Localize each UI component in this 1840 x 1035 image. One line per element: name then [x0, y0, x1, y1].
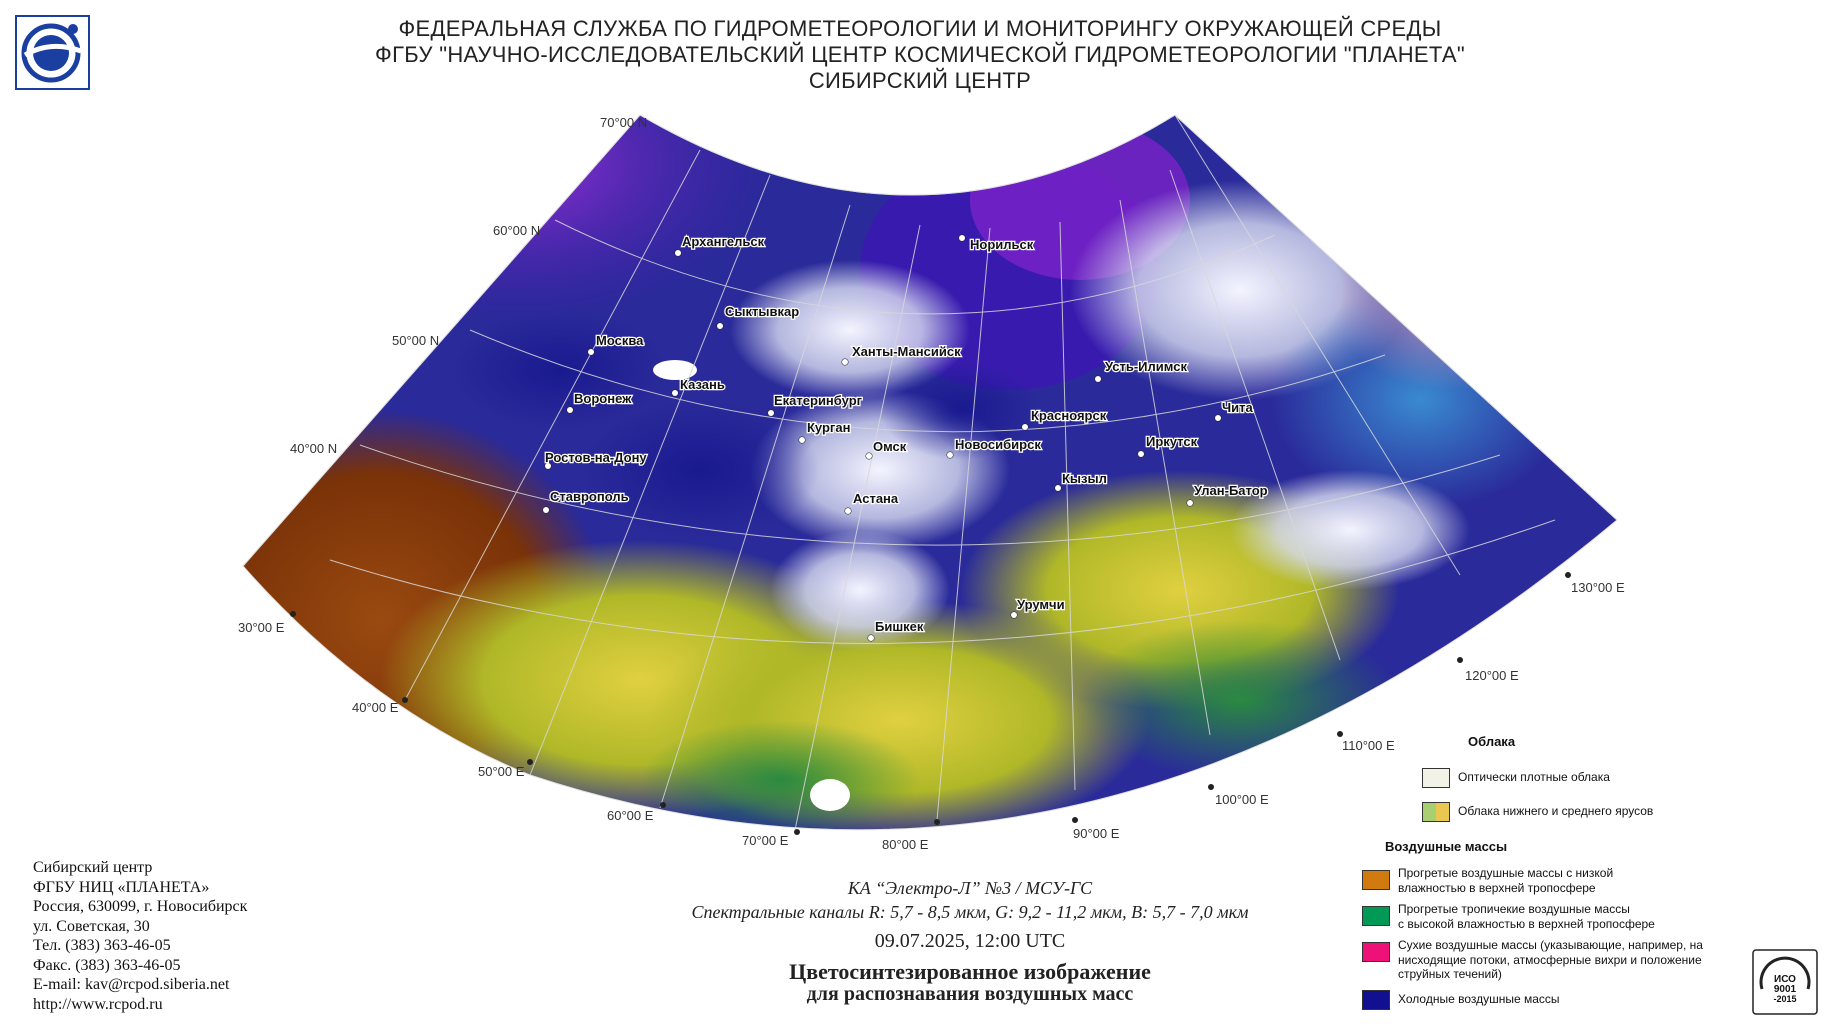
legend-clouds-title-text: Облака — [1468, 734, 1516, 749]
legend-label-dry-air-1: Сухие воздушные массы (указывающие, напр… — [1398, 938, 1703, 952]
caption-datetime: 09.07.2025, 12:00 UTC — [874, 930, 1066, 952]
lon-label-80: 80°00 E — [882, 837, 929, 852]
legend-label-low-clouds: Облака нижнего и среднего ярусов — [1458, 804, 1654, 818]
swatch-low-clouds — [1422, 802, 1450, 822]
city-kurgan: Курган — [807, 420, 850, 435]
legend-row-cold-air: Холодные воздушные массы — [1362, 990, 1560, 1010]
legend-label-dry-air: Сухие воздушные массы (указывающие, напр… — [1398, 938, 1703, 982]
swatch-warm-dry — [1362, 870, 1390, 890]
contact-email[interactable]: E-mail: kav@rcpod.siberia.net — [33, 976, 230, 993]
legend-row-low-clouds: Облака нижнего и среднего ярусов — [1422, 802, 1653, 822]
city-labels: Архангельск Норильск Сыктывкар Москва Ха… — [542, 233, 1269, 642]
longitude-labels: 30°00 E 40°00 E 50°00 E 60°00 E 70°00 E … — [238, 572, 1625, 852]
caption-channels: Спектральные каналы R: 5,7 - 8,5 мкм, G:… — [691, 902, 1249, 922]
city-ust-ilimsk: Усть-Илимск — [1105, 359, 1187, 374]
legend-row-tropical: Прогретые тропичекие воздушные массы с в… — [1362, 902, 1655, 931]
caption-title-2: для распознавания воздушных масс — [806, 983, 1134, 1005]
lon-label-90: 90°00 E — [1073, 826, 1120, 841]
legend-row-warm-dry: Прогретые воздушные массы с низкой влажн… — [1362, 866, 1613, 895]
legend-label-tropical-2: с высокой влажностью в верхней тропосфер… — [1398, 916, 1655, 931]
latitude-labels: 70°00 N 60°00 N 50°00 N 40°00 N — [290, 115, 647, 456]
satellite-imagery — [243, 115, 1617, 830]
iso-certificate-icon: ИСО 9001 -2015 — [1752, 949, 1818, 1015]
caption-title-1: Цветосинтезированное изображение — [789, 959, 1151, 984]
swatch-dry-air — [1362, 942, 1390, 962]
city-syktyvkar: Сыктывкар — [725, 304, 799, 319]
city-arkhangelsk: Архангельск — [682, 234, 765, 249]
legend-label-cold-air: Холодные воздушные массы — [1398, 992, 1560, 1006]
lon-label-110: 110°00 E — [1342, 738, 1395, 753]
lon-label-100: 100°00 E — [1215, 792, 1269, 807]
legend-label-warm-dry-1: Прогретые воздушные массы с низкой — [1398, 866, 1614, 880]
city-moskva: Москва — [596, 333, 644, 348]
city-chita: Чита — [1222, 400, 1253, 415]
lon-label-120: 120°00 E — [1465, 668, 1519, 683]
header-line-3: СИБИРСКИЙ ЦЕНТР — [808, 68, 1032, 93]
legend-label-dry-air-2: нисходящие потоки, атмосферные вихри и п… — [1398, 952, 1702, 967]
lon-label-70: 70°00 E — [742, 833, 789, 848]
city-khanty-mansiysk: Ханты-Мансийск — [852, 344, 961, 359]
contact-website[interactable]: http://www.rcpod.ru — [33, 995, 163, 1013]
legend-air-title-text: Воздушные массы — [1385, 839, 1508, 854]
legend-clouds-title: Облака — [1468, 733, 1515, 751]
legend-label-tropical: Прогретые тропичекие воздушные массы с в… — [1398, 902, 1655, 931]
contact-street: ул. Советская, 30 — [33, 917, 150, 935]
city-kazan: Казань — [680, 377, 725, 392]
city-irkutsk: Иркутск — [1146, 434, 1198, 449]
legend-label-dense-clouds: Оптически плотные облака — [1458, 770, 1610, 784]
contact-info: Сибирский центр ФГБУ НИЦ «ПЛАНЕТА» Росси… — [33, 858, 247, 1014]
city-omsk: Омск — [873, 439, 907, 454]
lat-label-40: 40°00 N — [290, 441, 337, 456]
cert-text-9001: 9001 — [1774, 984, 1797, 995]
header: ФЕДЕРАЛЬНАЯ СЛУЖБА ПО ГИДРОМЕТЕОРОЛОГИИ … — [0, 16, 1840, 94]
contact-phone: Тел. (383) 363-46-05 — [33, 937, 171, 954]
contact-name: ФГБУ НИЦ «ПЛАНЕТА» — [33, 878, 210, 896]
lon-label-130: 130°00 E — [1571, 580, 1625, 595]
lon-label-60: 60°00 E — [607, 808, 654, 823]
lat-label-70: 70°00 N — [600, 115, 647, 130]
city-novosibirsk: Новосибирск — [955, 437, 1041, 452]
city-voronezh: Воронеж — [574, 391, 632, 406]
legend-row-dry-air: Сухие воздушные массы (указывающие, напр… — [1362, 938, 1703, 982]
swatch-cold-air — [1362, 990, 1390, 1010]
legend-label-warm-dry: Прогретые воздушные массы с низкой влажн… — [1398, 866, 1613, 895]
contact-city: Россия, 630099, г. Новосибирск — [33, 898, 248, 915]
city-norilsk: Норильск — [970, 237, 1034, 252]
contact-fax: Факс. (383) 363-46-05 — [33, 956, 181, 974]
city-rostov: Ростов-на-Дону — [545, 450, 647, 465]
legend-label-warm-dry-2: влажностью в верхней тропосфере — [1398, 880, 1596, 895]
legend-row-dense-clouds: Оптически плотные облака — [1422, 768, 1610, 788]
city-stavropol: Ставрополь — [550, 489, 629, 504]
cert-text-2015: -2015 — [1773, 994, 1796, 1004]
lat-label-50: 50°00 N — [392, 333, 439, 348]
legend-label-tropical-1: Прогретые тропичекие воздушные массы — [1398, 902, 1630, 916]
lon-label-40: 40°00 E — [352, 700, 399, 715]
city-krasnoyarsk: Красноярск — [1031, 408, 1107, 423]
header-line-2: ФГБУ "НАУЧНО-ИССЛЕДОВАТЕЛЬСКИЙ ЦЕНТР КОС… — [375, 42, 1465, 67]
swatch-tropical — [1362, 906, 1390, 926]
city-urumqi: Урумчи — [1017, 597, 1065, 612]
lat-label-60: 60°00 N — [493, 223, 540, 238]
planeta-logo-icon — [15, 15, 90, 90]
city-ekaterinburg: Екатеринбург — [774, 393, 863, 408]
city-astana: Астана — [853, 491, 899, 506]
cert-text-iso: ИСО — [1774, 974, 1796, 985]
city-kyzyl: Кызыл — [1062, 471, 1107, 486]
lon-label-30: 30°00 E — [238, 620, 285, 635]
city-bishkek: Бишкек — [875, 619, 924, 634]
swatch-dense-clouds — [1422, 768, 1450, 788]
legend-label-dry-air-3: струйных течений) — [1398, 967, 1502, 981]
header-line-1: ФЕДЕРАЛЬНАЯ СЛУЖБА ПО ГИДРОМЕТЕОРОЛОГИИ … — [398, 16, 1442, 41]
caption-satellite: КА “Электро-Л” №3 / МСУ-ГС — [847, 878, 1093, 898]
legend-air-title: Воздушные массы — [1385, 838, 1507, 856]
lon-label-50: 50°00 E — [478, 764, 525, 779]
city-ulan-bator: Улан-Батор — [1194, 483, 1268, 498]
contact-org: Сибирский центр — [33, 859, 153, 876]
